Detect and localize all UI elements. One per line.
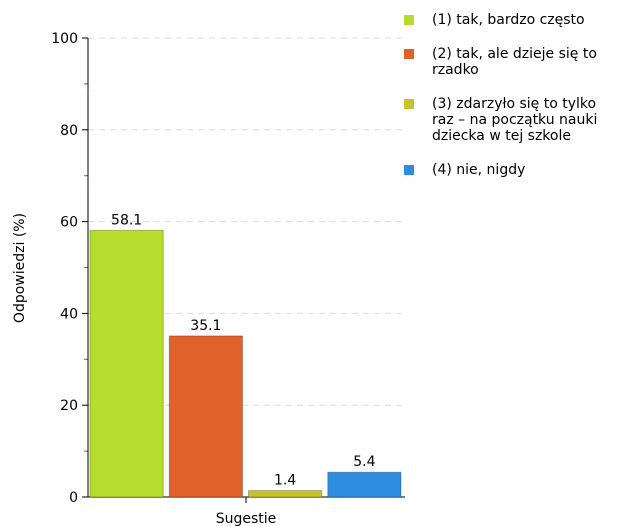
y-tick-label: 100 bbox=[51, 31, 78, 47]
bar bbox=[327, 471, 402, 498]
legend-label: (1) tak, bardzo często bbox=[432, 12, 585, 28]
legend-swatch bbox=[404, 49, 414, 59]
y-axis-ticks: 0 20 40 60 80 100 bbox=[51, 31, 88, 506]
legend-item: (1) tak, bardzo często bbox=[404, 12, 622, 28]
x-axis-title: Sugestie bbox=[216, 511, 277, 527]
legend-swatch bbox=[404, 15, 414, 25]
legend-item: (2) tak, ale dzieje się to rzadko bbox=[404, 46, 622, 78]
legend-label: (4) nie, nigdy bbox=[432, 162, 526, 178]
grid-lines bbox=[88, 37, 405, 406]
data-labels: 58.1 35.1 1.4 5.4 bbox=[111, 212, 376, 488]
bar bbox=[89, 229, 164, 498]
bar bbox=[248, 490, 323, 498]
y-tick-label: 80 bbox=[60, 123, 78, 139]
legend-label: (2) tak, ale dzieje się to rzadko bbox=[432, 46, 597, 78]
bars bbox=[89, 229, 402, 498]
legend: (1) tak, bardzo często (2) tak, ale dziej… bbox=[404, 12, 622, 196]
legend-label: (3) zdarzyło się to tylko raz – na począ… bbox=[432, 96, 598, 144]
bar bbox=[168, 335, 243, 498]
data-label: 35.1 bbox=[190, 318, 221, 334]
legend-item: (4) nie, nigdy bbox=[404, 162, 622, 178]
y-tick-label: 40 bbox=[60, 306, 78, 322]
legend-swatch bbox=[404, 165, 414, 175]
y-tick-label: 0 bbox=[69, 490, 78, 506]
data-label: 58.1 bbox=[111, 212, 142, 228]
y-tick-label: 20 bbox=[60, 398, 78, 414]
legend-item: (3) zdarzyło się to tylko raz – na począ… bbox=[404, 96, 622, 144]
y-tick-label: 60 bbox=[60, 215, 78, 231]
legend-swatch bbox=[404, 99, 414, 109]
y-axis-title: Odpowiedzi (%) bbox=[12, 213, 28, 323]
data-label: 5.4 bbox=[353, 454, 375, 470]
data-label: 1.4 bbox=[274, 473, 296, 489]
